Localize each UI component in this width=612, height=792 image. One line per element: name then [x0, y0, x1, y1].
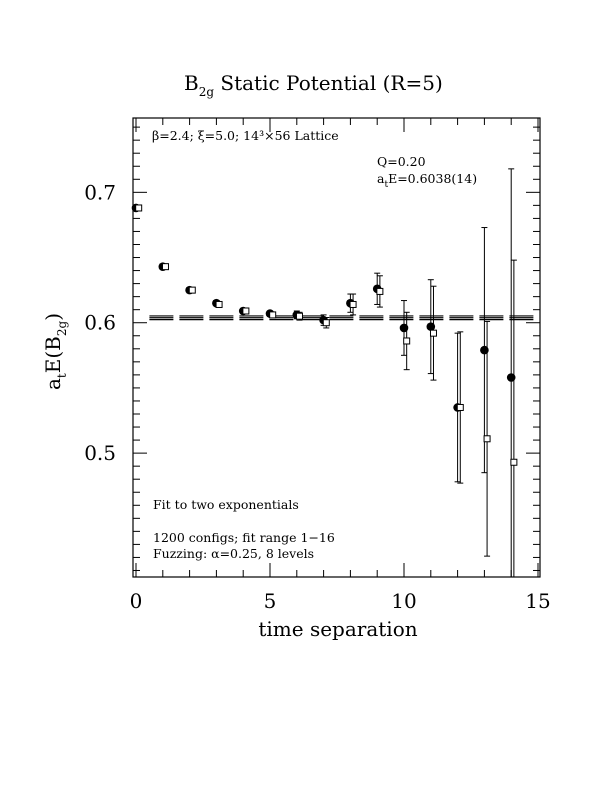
data-point-square: [242, 307, 250, 315]
x-tick-label: 10: [391, 589, 416, 613]
axis-tick-labels: 0 5 10 15 0.5 0.6 0.7: [84, 180, 551, 613]
data-point-square: [483, 435, 491, 443]
q-annotation: Q=0.20: [377, 154, 426, 169]
fit-annotation: Fit to two exponentials: [153, 497, 299, 512]
data-point-square: [322, 319, 330, 327]
axis-ticks: [133, 118, 540, 577]
chart-title: B2g Static Potential (R=5): [184, 71, 443, 99]
data-point-square: [161, 263, 169, 271]
x-tick-label: 5: [264, 589, 277, 613]
y-axis-label: atE(B2g): [41, 313, 69, 390]
x-tick-label: 0: [130, 589, 143, 613]
data-point-square: [349, 300, 357, 308]
data-point-circle: [426, 322, 436, 331]
lattice-annotation: β=2.4; ξ=5.0; 14³×56 Lattice: [152, 128, 339, 143]
svg-text:atE(B2g): atE(B2g): [41, 313, 69, 390]
data-point-square: [135, 204, 143, 212]
configs-annotation: 1200 configs; fit range 1−16: [153, 530, 335, 545]
data-point-square: [295, 312, 303, 320]
data-point-square: [269, 311, 277, 319]
data-point-square: [188, 286, 196, 294]
y-tick-label: 0.6: [84, 311, 116, 335]
x-axis-label: time separation: [258, 617, 417, 641]
data-point-square: [510, 458, 518, 466]
y-tick-label: 0.5: [84, 441, 116, 465]
x-tick-label: 15: [525, 589, 550, 613]
data-points: [131, 168, 518, 578]
data-point-circle: [480, 345, 489, 355]
plot-frame: [132, 117, 541, 578]
y-tick-label: 0.7: [84, 180, 116, 204]
data-point-circle: [506, 373, 516, 382]
data-point-square: [456, 403, 464, 411]
data-point-square: [376, 287, 384, 295]
data-point-square: [215, 300, 223, 308]
fuzzing-annotation: Fuzzing: α=0.25, 8 levels: [153, 546, 314, 561]
data-point-circle: [399, 323, 409, 333]
energy-annotation: atE=0.6038(14): [377, 171, 477, 190]
data-point-square: [429, 329, 437, 337]
fit-band: [149, 315, 539, 321]
data-point-square: [403, 337, 411, 345]
